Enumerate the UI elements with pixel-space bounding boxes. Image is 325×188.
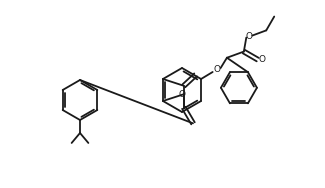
Text: O: O <box>178 90 185 99</box>
Text: O: O <box>258 55 265 64</box>
Text: O: O <box>213 65 220 74</box>
Text: O: O <box>246 32 253 41</box>
